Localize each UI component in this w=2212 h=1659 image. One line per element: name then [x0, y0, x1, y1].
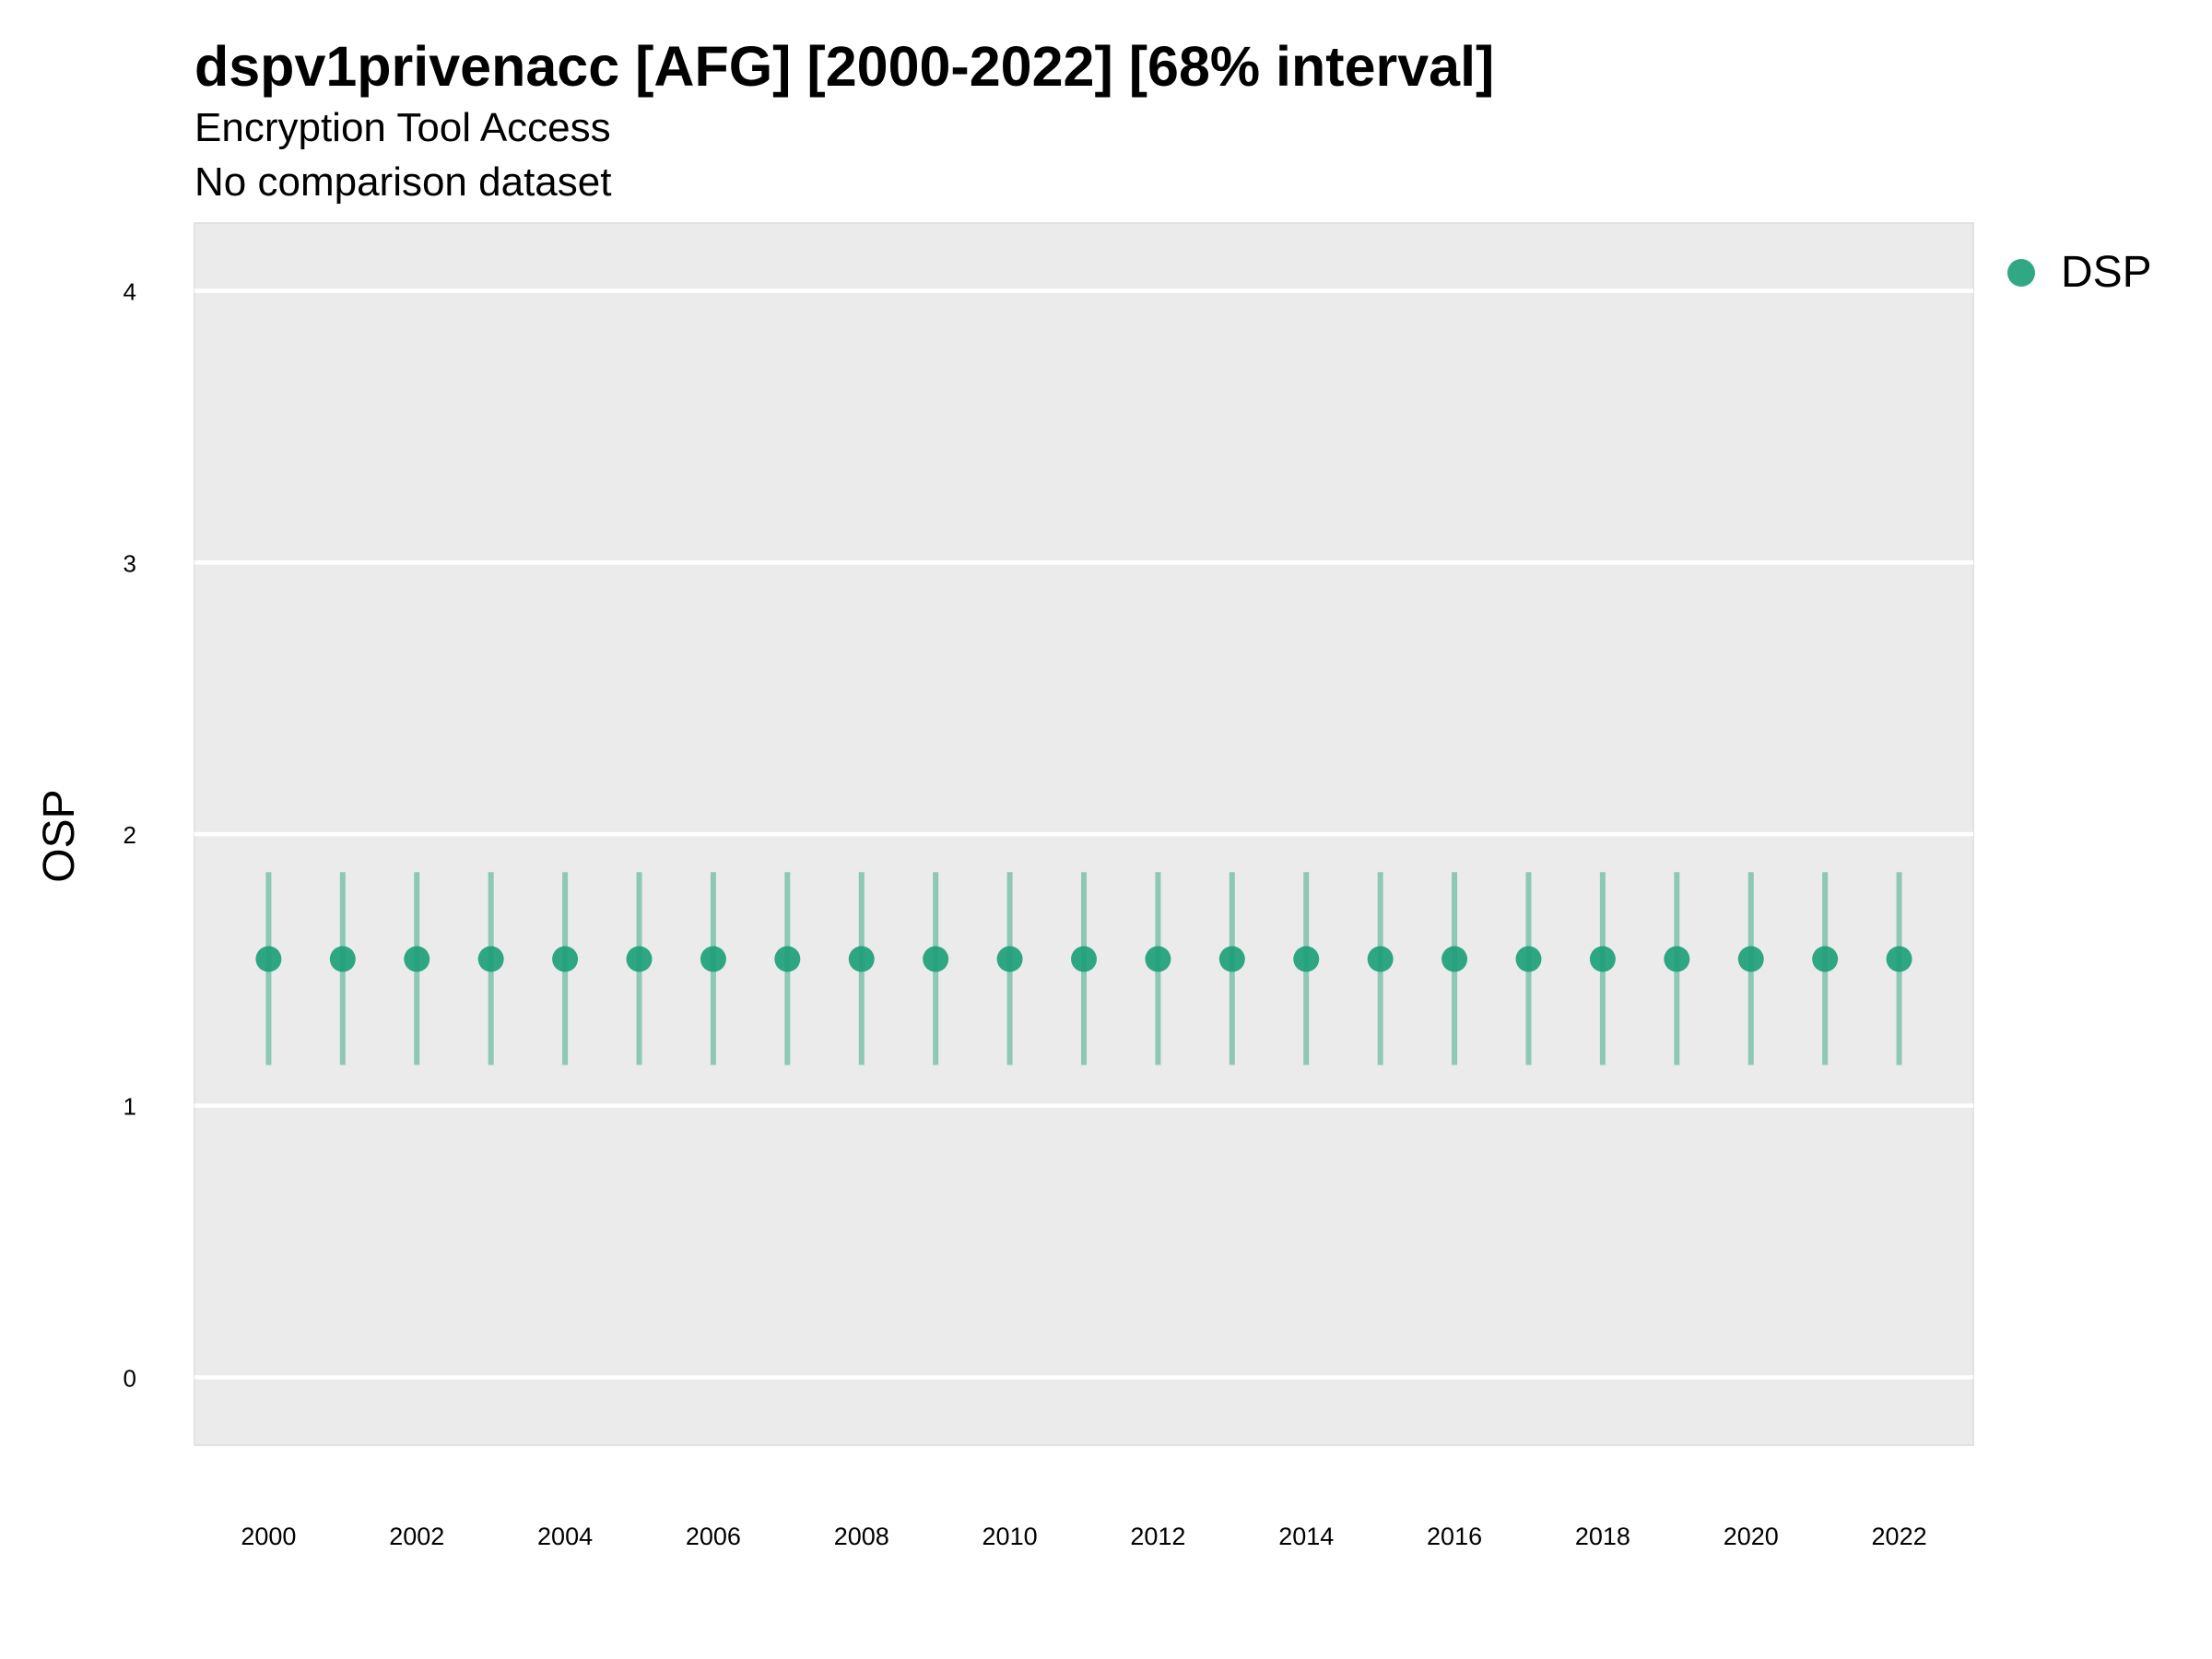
- data-points: [255, 946, 1912, 972]
- chart-caption: No comparison dataset: [194, 159, 612, 205]
- y-tick-label: 0: [124, 1364, 136, 1392]
- data-point: [1293, 946, 1320, 972]
- legend-label-dsp: DSP: [2061, 248, 2152, 297]
- x-tick-label: 2000: [241, 1523, 296, 1550]
- x-tick-label: 2018: [1575, 1523, 1630, 1550]
- x-tick-label: 2020: [1724, 1523, 1779, 1550]
- data-point: [1886, 946, 1912, 972]
- x-tick-label: 2010: [982, 1523, 1038, 1550]
- y-axis-ticks: 0 1 2 3 4: [124, 278, 136, 1393]
- data-point: [255, 946, 282, 972]
- data-point: [700, 946, 726, 972]
- data-point: [1071, 946, 1097, 972]
- data-point: [1664, 946, 1690, 972]
- y-tick-label: 3: [124, 549, 136, 577]
- legend: DSP: [2007, 251, 2152, 295]
- x-tick-label: 2014: [1278, 1523, 1334, 1550]
- x-tick-label: 2006: [686, 1523, 741, 1550]
- x-tick-label: 2016: [1427, 1523, 1482, 1550]
- chart-subtitle: Encryption Tool Access: [194, 105, 611, 150]
- data-point: [774, 946, 801, 972]
- data-point: [329, 946, 356, 972]
- data-point: [626, 946, 653, 972]
- legend-key-dsp: [2007, 259, 2035, 287]
- data-point: [477, 946, 504, 972]
- data-point: [996, 946, 1023, 972]
- data-point: [848, 946, 875, 972]
- x-axis-ticks: 2000 2002 2004 2006 2008 2010 2012 2014 2016 2018…: [241, 1523, 1926, 1550]
- data-point: [923, 946, 949, 972]
- data-point: [1812, 946, 1839, 972]
- data-point: [1737, 946, 1764, 972]
- y-tick-label: 4: [124, 278, 136, 306]
- gridlines: [194, 288, 1973, 1380]
- data-point: [1145, 946, 1171, 972]
- x-tick-label: 2008: [834, 1523, 889, 1550]
- data-point: [1589, 946, 1616, 972]
- data-point: [1441, 946, 1468, 972]
- x-tick-label: 2012: [1130, 1523, 1185, 1550]
- y-axis-label: OSP: [35, 789, 84, 882]
- y-tick-label: 1: [124, 1093, 136, 1121]
- chart-title: dspv1privenacc [AFG] [2000-2022] [68% in…: [194, 35, 1495, 98]
- x-tick-label: 2022: [1872, 1523, 1927, 1550]
- data-point: [552, 946, 579, 972]
- data-point: [404, 946, 430, 972]
- data-point: [1515, 946, 1542, 972]
- data-point: [1367, 946, 1394, 972]
- data-point: [1218, 946, 1245, 972]
- x-tick-label: 2004: [537, 1523, 593, 1550]
- y-tick-label: 2: [124, 821, 136, 849]
- x-tick-label: 2002: [389, 1523, 444, 1550]
